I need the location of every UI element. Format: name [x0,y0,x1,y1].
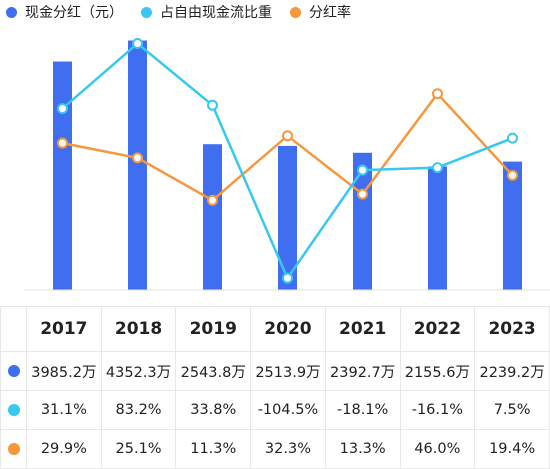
point-fcf-ratio-2020[interactable] [282,272,293,284]
table-cell: 2513.9万 [250,351,326,391]
legend-item-fcf-ratio[interactable]: 占自由现金流比重 [141,2,272,22]
table-cell: -16.1% [399,390,476,430]
table-cell: 46.0% [399,429,476,469]
bar-2018[interactable] [128,40,147,291]
data-table: 2017 2018 2019 2020 2021 2022 2023 3985.… [0,306,550,469]
row-marker-dividend [0,351,27,391]
table-cell: 2392.7万 [324,351,401,391]
table-row-dividend: 3985.2万 4352.3万 2543.8万 2513.9万 2392.7万 … [0,351,550,391]
point-payout-2022[interactable] [432,88,443,100]
point-payout-2023[interactable] [507,169,518,181]
table-header-year: 2019 [175,306,252,352]
table-cell: 4352.3万 [100,351,177,391]
table-cell: 25.1% [100,429,177,469]
legend-marker-payout [290,6,301,18]
table-header-year: 2020 [250,306,326,352]
bar-2022[interactable] [428,166,447,290]
table-cell: 33.8% [175,390,252,430]
row-marker-payout [0,429,27,469]
table-cell: -104.5% [250,390,326,430]
bar-2023[interactable] [503,161,522,290]
table-header-year: 2022 [399,306,476,352]
table-cell: 2239.2万 [474,351,550,391]
table-cell: 32.3% [250,429,326,469]
row-marker-fcf-ratio [0,390,27,430]
table-header-year: 2021 [324,306,401,352]
bar-2019[interactable] [203,144,222,290]
table-cell: 2543.8万 [175,351,252,391]
bar-series-dividend [53,40,522,291]
table-cell: 3985.2万 [26,351,102,391]
legend-item-payout[interactable]: 分红率 [290,2,351,22]
combo-chart [24,38,550,291]
table-row-fcf-ratio: 31.1% 83.2% 33.8% -104.5% -18.1% -16.1% … [0,390,550,430]
legend-marker-dividend [6,6,17,18]
point-fcf-ratio-2021[interactable] [357,164,368,176]
point-fcf-ratio-2017[interactable] [57,103,68,115]
table-header-year: 2017 [26,306,102,352]
table-cell: 83.2% [100,390,177,430]
point-payout-2020[interactable] [282,130,293,142]
table-cell: -18.1% [324,390,401,430]
chart-legend: 现金分红（元） 占自由现金流比重 分红率 [0,0,550,24]
table-cell: 19.4% [474,429,550,469]
point-fcf-ratio-2019[interactable] [207,99,218,111]
legend-label-fcf-ratio: 占自由现金流比重 [160,5,272,21]
point-payout-2018[interactable] [132,152,143,164]
bar-2020[interactable] [278,145,297,290]
point-payout-2017[interactable] [57,137,68,149]
table-header-row: 2017 2018 2019 2020 2021 2022 2023 [0,306,550,352]
legend-label-dividend: 现金分红（元） [25,5,123,21]
header-marker-cell [0,306,27,352]
point-fcf-ratio-2023[interactable] [507,132,518,144]
table-cell: 2155.6万 [399,351,476,391]
line-series-payout [57,88,518,206]
table-cell: 29.9% [26,429,102,469]
table-cell: 7.5% [474,390,550,430]
line-series-fcf-ratio [57,38,518,284]
legend-marker-fcf-ratio [141,6,152,18]
table-row-payout: 29.9% 25.1% 11.3% 32.3% 13.3% 46.0% 19.4… [0,429,550,469]
point-payout-2019[interactable] [207,194,218,206]
table-cell: 13.3% [324,429,401,469]
legend-item-dividend[interactable]: 现金分红（元） [6,2,123,22]
point-fcf-ratio-2018[interactable] [132,38,143,49]
point-fcf-ratio-2022[interactable] [432,162,443,174]
table-header-year: 2023 [474,306,550,352]
table-cell: 31.1% [26,390,102,430]
bar-2017[interactable] [53,61,72,291]
table-header-year: 2018 [100,306,177,352]
legend-label-payout: 分红率 [309,5,351,21]
point-payout-2021[interactable] [357,188,368,200]
